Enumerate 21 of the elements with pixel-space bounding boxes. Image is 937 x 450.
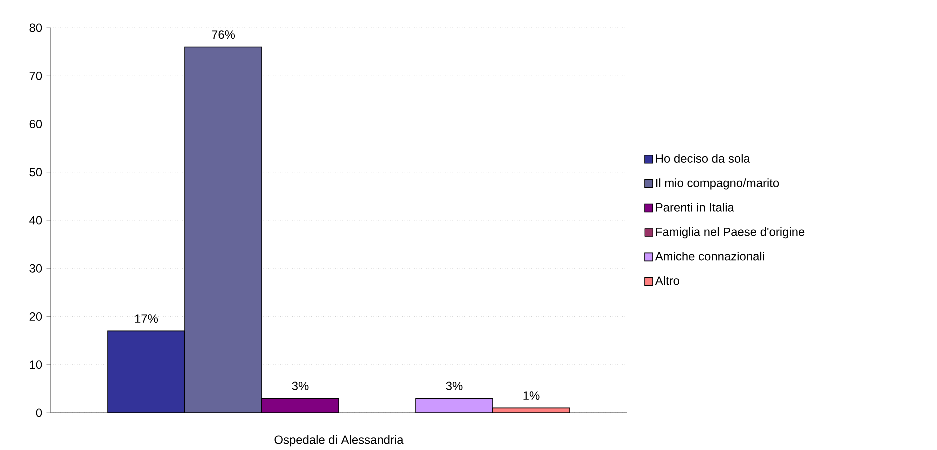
y-tick-label: 70 bbox=[30, 72, 42, 80]
data-label: 17% bbox=[135, 314, 158, 323]
data-label: 3% bbox=[446, 382, 463, 390]
data-label: 76% bbox=[212, 30, 236, 40]
y-tick-label: 30 bbox=[30, 264, 42, 273]
x-tick-label: Ospedale di Alessandria bbox=[274, 435, 404, 447]
y-tick-label: 0 bbox=[36, 408, 42, 418]
legend-label: Famiglia nel Paese d'origine bbox=[656, 228, 805, 239]
legend-label: Altro bbox=[655, 276, 680, 286]
legend-label: Ho deciso da sola bbox=[656, 154, 750, 163]
y-tick-label: 80 bbox=[30, 24, 42, 32]
data-label: 1% bbox=[524, 392, 540, 400]
legend-label: Il mio compagno/marito bbox=[656, 178, 780, 190]
y-tick-label: 60 bbox=[30, 120, 42, 128]
legend-label: Parenti in Italia bbox=[656, 203, 734, 212]
legend-label: Amiche connazionali bbox=[655, 252, 764, 261]
y-tick-label: 50 bbox=[30, 168, 42, 177]
y-tick-label: 10 bbox=[30, 360, 42, 370]
y-tick-label: 20 bbox=[30, 312, 42, 321]
y-tick-label: 40 bbox=[30, 216, 42, 225]
data-label: 3% bbox=[292, 382, 309, 390]
